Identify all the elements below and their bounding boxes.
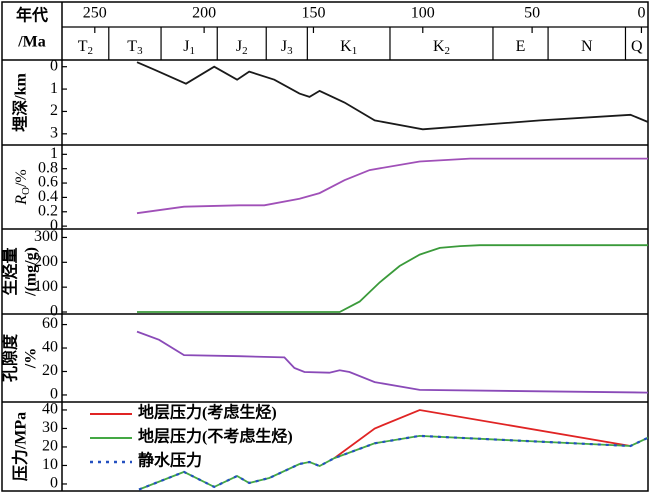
y-tick-label: 2 xyxy=(50,102,58,119)
series-line xyxy=(136,61,648,131)
y-tick-label: 0.6 xyxy=(38,174,58,191)
strata-sub: 1 xyxy=(352,45,358,57)
x-tick-label: 50 xyxy=(524,5,540,22)
legend-label: 地层压力(不考虑生烃) xyxy=(138,427,293,446)
strata-name: J xyxy=(183,38,189,55)
y-tick-label: 40 xyxy=(42,401,58,418)
strata-sub: 1 xyxy=(190,45,196,57)
legend-label: 地层压力(考虑生烃) xyxy=(138,403,277,422)
y-tick-label: 0.8 xyxy=(38,159,58,176)
y-label-sub: O xyxy=(20,187,32,195)
strata-label: T2 xyxy=(78,38,93,57)
strata-label: J2 xyxy=(236,38,248,57)
y-tick-label: 10 xyxy=(42,456,58,473)
strata-sub: 3 xyxy=(287,45,293,57)
strata-label: Q xyxy=(631,38,643,55)
y-axis-label: 埋深/km xyxy=(11,72,30,131)
strata-label: K2 xyxy=(433,38,450,57)
y-tick-label: 20 xyxy=(42,438,58,455)
x-tick-label: 0 xyxy=(637,5,645,22)
y-tick-label: 0 xyxy=(50,475,58,492)
strata-sub: 3 xyxy=(137,45,143,57)
y-tick-label: 100 xyxy=(34,278,58,295)
y-label-rest: /% xyxy=(13,169,30,187)
x-tick-label: 100 xyxy=(411,5,435,22)
y-tick-label: 0 xyxy=(50,386,58,403)
strata-name: E xyxy=(516,38,526,55)
time-axis-label: /Ma xyxy=(17,34,46,51)
y-axis-label: 生烃量 xyxy=(1,247,20,295)
y-tick-label: 0.2 xyxy=(38,202,58,219)
strata-label: E xyxy=(516,38,526,55)
y-axis-label: 孔隙度 xyxy=(1,333,20,382)
x-tick-label: 250 xyxy=(83,5,107,22)
y-label-main: R xyxy=(13,195,30,206)
strata-name: T xyxy=(78,38,88,55)
y-axis-label: /% xyxy=(23,348,40,369)
y-axis-label: RO/% xyxy=(13,169,32,206)
strata-name: J xyxy=(281,38,287,55)
strata-label: T3 xyxy=(127,38,143,57)
strata-label: J3 xyxy=(281,38,293,57)
strata-sub: 2 xyxy=(445,45,451,57)
y-tick-label: 0 xyxy=(50,303,58,320)
strata-sub: 2 xyxy=(88,45,94,57)
strata-label: K1 xyxy=(340,38,357,57)
x-tick-label: 200 xyxy=(192,5,216,22)
y-tick-label: 200 xyxy=(34,253,58,270)
series-line xyxy=(136,157,648,215)
y-tick-label: 3 xyxy=(50,124,58,141)
strata-name: Q xyxy=(631,38,643,55)
series-line xyxy=(136,330,648,394)
strata-name: J xyxy=(236,38,242,55)
y-tick-label: 300 xyxy=(34,228,58,245)
series-line xyxy=(333,409,631,459)
strata-name: K xyxy=(340,38,352,55)
strata-name: T xyxy=(127,38,137,55)
strata-sub: 2 xyxy=(242,45,248,57)
y-tick-label: 1 xyxy=(50,145,58,162)
time-axis-label: 年代 xyxy=(16,6,48,25)
y-tick-label: 0 xyxy=(50,57,58,74)
y-tick-label: 0.4 xyxy=(38,188,58,205)
strata-label: J1 xyxy=(183,38,195,57)
y-axis-label: 压力/MPa xyxy=(11,412,30,481)
y-axis-label: /(mg/g) xyxy=(23,247,40,297)
y-tick-label: 40 xyxy=(42,339,58,356)
y-tick-label: 0 xyxy=(50,217,58,234)
strata-name: N xyxy=(581,38,593,55)
strata-label: N xyxy=(581,38,593,55)
y-tick-label: 1 xyxy=(50,80,58,97)
strata-name: K xyxy=(433,38,445,55)
y-tick-label: 20 xyxy=(42,362,58,379)
x-tick-label: 150 xyxy=(301,5,325,22)
series-line xyxy=(138,434,648,491)
series-line xyxy=(137,244,648,313)
legend-label: 静水压力 xyxy=(138,451,202,470)
y-tick-label: 60 xyxy=(42,315,58,332)
y-tick-label: 30 xyxy=(42,419,58,436)
